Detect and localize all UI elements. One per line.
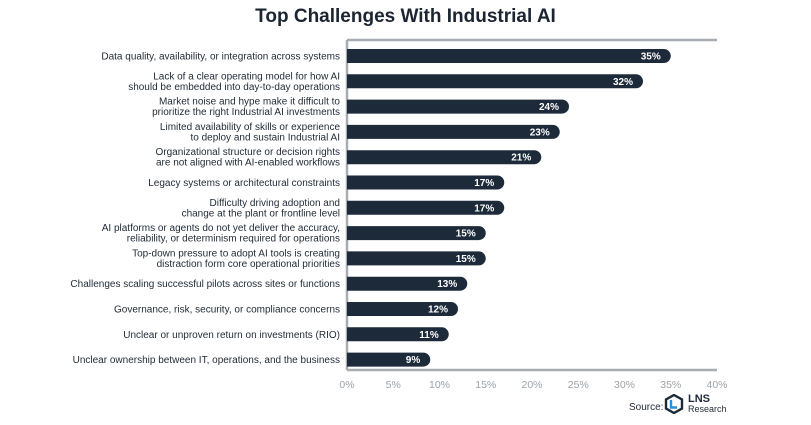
x-tick-label: 5% xyxy=(386,379,401,391)
bar-value-label: 32% xyxy=(613,77,633,88)
bar xyxy=(347,251,486,266)
bar-value-label: 17% xyxy=(474,203,494,214)
category-label: Organizational structure or decision rig… xyxy=(155,147,340,169)
bar-value-label: 9% xyxy=(406,355,421,366)
x-tick-label: 25% xyxy=(568,379,589,391)
bar xyxy=(347,49,671,63)
bar xyxy=(347,175,505,190)
category-label: Legacy systems or architectural constrai… xyxy=(148,178,340,189)
x-tick-label: 15% xyxy=(475,379,496,391)
bar xyxy=(347,150,542,165)
x-tick-label: 0% xyxy=(339,379,354,391)
brand-name: LNS xyxy=(688,393,710,405)
category-label: AI platforms or agents do not yet delive… xyxy=(102,223,340,245)
bar xyxy=(347,302,458,316)
x-tick-label: 20% xyxy=(521,379,542,391)
category-label: Governance, risk, security, or complianc… xyxy=(114,305,340,316)
category-label: Unclear ownership between IT, operations… xyxy=(73,355,340,366)
x-tick-labels: 0% 5% 10% 15% 20% 25% 30% 35% 40% xyxy=(339,379,727,391)
category-label: Unclear or unproven return on investment… xyxy=(123,330,340,341)
category-label: Difficulty driving adoption and change at… xyxy=(182,198,340,220)
x-tick-label: 35% xyxy=(660,379,681,391)
category-label: Lack of a clear operating model for how … xyxy=(128,71,340,93)
bar-value-label: 15% xyxy=(456,254,476,265)
category-labels: Data quality, availability, or integrati… xyxy=(70,52,340,367)
value-labels: 35% 32% 24% 23% 21% 17% 17% 15% 15% 13% 12% 11% 9% xyxy=(406,52,661,367)
bar-value-label: 21% xyxy=(511,153,531,164)
bar-value-label: 15% xyxy=(456,229,476,240)
bar xyxy=(347,276,468,291)
bar-value-label: 12% xyxy=(428,305,448,316)
x-tick-label: 40% xyxy=(706,379,727,391)
bar-value-label: 23% xyxy=(530,127,550,138)
category-label: Limited availability of skills or experi… xyxy=(160,122,341,144)
bar-value-label: 13% xyxy=(437,279,457,290)
bar-value-label: 17% xyxy=(474,178,494,189)
chart-title: Top Challenges With Industrial AI xyxy=(255,6,556,27)
bar-value-label: 35% xyxy=(641,52,661,63)
category-label: Challenges scaling successful pilots acr… xyxy=(70,279,340,290)
bar-value-label: 11% xyxy=(419,330,439,341)
source-label: Source: xyxy=(629,402,664,413)
category-label: Market noise and hype make it difficult … xyxy=(152,97,340,119)
bar xyxy=(347,352,431,367)
brand: LNS Research xyxy=(688,393,727,415)
x-tick-label: 30% xyxy=(614,379,635,391)
bar xyxy=(347,74,643,89)
category-label: Top-down pressure to adopt AI tools is c… xyxy=(132,248,340,270)
bar xyxy=(347,226,486,241)
brand-sub: Research xyxy=(688,404,727,414)
bar xyxy=(347,200,505,215)
category-label: Data quality, availability, or integrati… xyxy=(101,52,340,63)
bar xyxy=(347,124,560,139)
x-tick-label: 10% xyxy=(429,379,450,391)
bar xyxy=(347,327,449,342)
bar xyxy=(347,99,570,114)
lns-logo-icon xyxy=(664,394,684,414)
bar-value-label: 24% xyxy=(539,102,559,113)
bars-group xyxy=(347,49,671,367)
